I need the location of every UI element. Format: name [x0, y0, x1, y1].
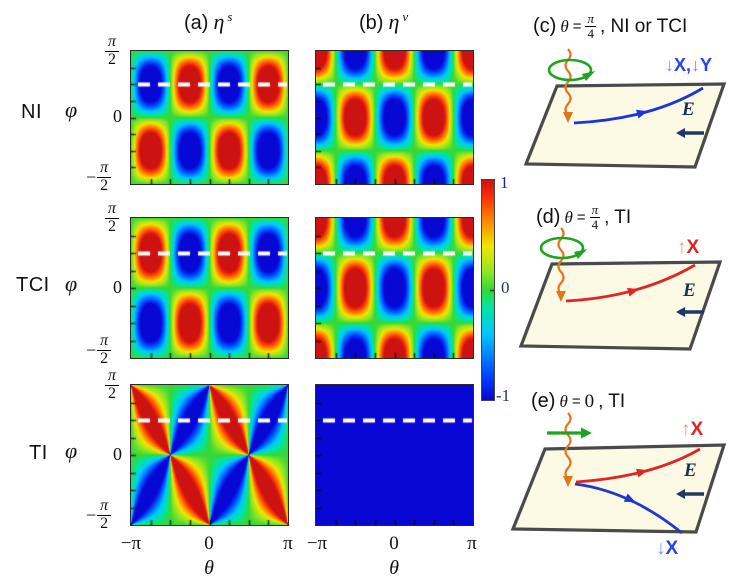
colorbar-min-label: -1 — [496, 386, 511, 405]
xtick-pi: π — [283, 533, 293, 554]
xtick-zero: 0 — [389, 533, 399, 554]
panel-b-tag: (b) — [359, 12, 384, 34]
eta-symbol: η — [388, 9, 400, 34]
surface-plane — [510, 443, 727, 534]
row-label-ni: NI — [21, 101, 42, 123]
row-label-ti: TI — [29, 442, 48, 464]
photon-arrowhead — [563, 112, 573, 123]
down-arrow-icon: ↓ — [691, 55, 701, 75]
up-arrow-icon: ↑ — [681, 419, 691, 440]
heatmap-ni-eta-v — [315, 50, 474, 185]
heatmap-tci-eta-v — [315, 217, 474, 359]
y-axis-label-phi: φ — [65, 97, 78, 122]
trajectory-arrowhead — [623, 493, 636, 503]
ytick-pi-over-2: π 2 — [105, 33, 120, 69]
eta-symbol: η — [213, 9, 225, 34]
heatmap-ni-eta-s — [130, 50, 289, 185]
spin-valley-label-d: ↑X — [677, 237, 700, 258]
surface-plane — [518, 260, 723, 351]
ytick-pi-over-2: π 2 — [105, 367, 120, 403]
polarization-arrowhead — [581, 71, 596, 81]
xtick-neg-pi: −π — [306, 533, 328, 554]
wavy-photon-arrow-icon — [564, 412, 572, 480]
e-field-label: E — [684, 460, 697, 481]
xtick-neg-pi: −π — [120, 533, 142, 554]
x-axis-label-theta: θ — [389, 557, 399, 579]
panel-a-tag: (a) — [184, 12, 209, 34]
circular-polarization-icon — [547, 58, 593, 82]
down-arrow-icon: ↓ — [656, 538, 666, 559]
photon-arrowhead — [563, 476, 573, 487]
colorbar-mid-label: 0 — [501, 278, 510, 297]
ytick-zero: 0 — [113, 277, 122, 297]
circular-polarization-icon — [539, 236, 585, 260]
up-arrow-icon: ↑ — [677, 237, 687, 258]
eta-superscript-s: s — [227, 9, 233, 24]
ytick-zero: 0 — [113, 106, 122, 126]
heatmap-ti-eta-s — [130, 384, 289, 526]
row-label-tci: TCI — [16, 274, 50, 296]
y-axis-label-phi: φ — [65, 271, 78, 296]
e-field-arrowhead — [676, 307, 685, 317]
down-arrow-icon: ↓ — [665, 55, 674, 75]
spin-valley-label-e-up: ↑X — [681, 419, 704, 440]
trajectory-arrowhead — [636, 109, 648, 119]
diagram-c — [523, 48, 727, 169]
photon-arrowhead — [556, 291, 566, 302]
surface-plane — [523, 82, 727, 169]
spin-valley-label-e-down: ↓X — [656, 538, 679, 559]
trajectory-arrowhead — [636, 468, 648, 478]
xtick-zero: 0 — [204, 533, 214, 554]
heatmap-ti-eta-v — [315, 384, 474, 526]
xtick-pi: π — [467, 533, 477, 554]
y-axis-label-phi: φ — [65, 438, 78, 463]
polarization-arrowhead — [581, 427, 592, 439]
ytick-zero: 0 — [113, 444, 122, 464]
e-field-arrowhead — [676, 128, 685, 138]
e-field-arrowhead — [676, 489, 685, 499]
ytick-pi-over-2: π 2 — [105, 200, 120, 236]
eta-superscript-v: v — [402, 9, 409, 24]
colorbar-max-label: 1 — [500, 173, 509, 192]
e-field-label: E — [683, 280, 696, 301]
diagram-e-title: (e) θ = 0 , TI — [531, 390, 626, 412]
trajectory-arrowhead — [627, 287, 639, 297]
colorbar — [481, 179, 495, 401]
polarization-arrowhead — [573, 249, 588, 259]
e-field-label: E — [682, 99, 695, 120]
spin-valley-label-c: ↓X,↓Y — [665, 55, 713, 75]
heatmap-tci-eta-s — [130, 217, 289, 359]
diagram-d — [518, 227, 723, 351]
diagram-e — [510, 412, 727, 535]
x-axis-label-theta: θ — [204, 557, 214, 579]
